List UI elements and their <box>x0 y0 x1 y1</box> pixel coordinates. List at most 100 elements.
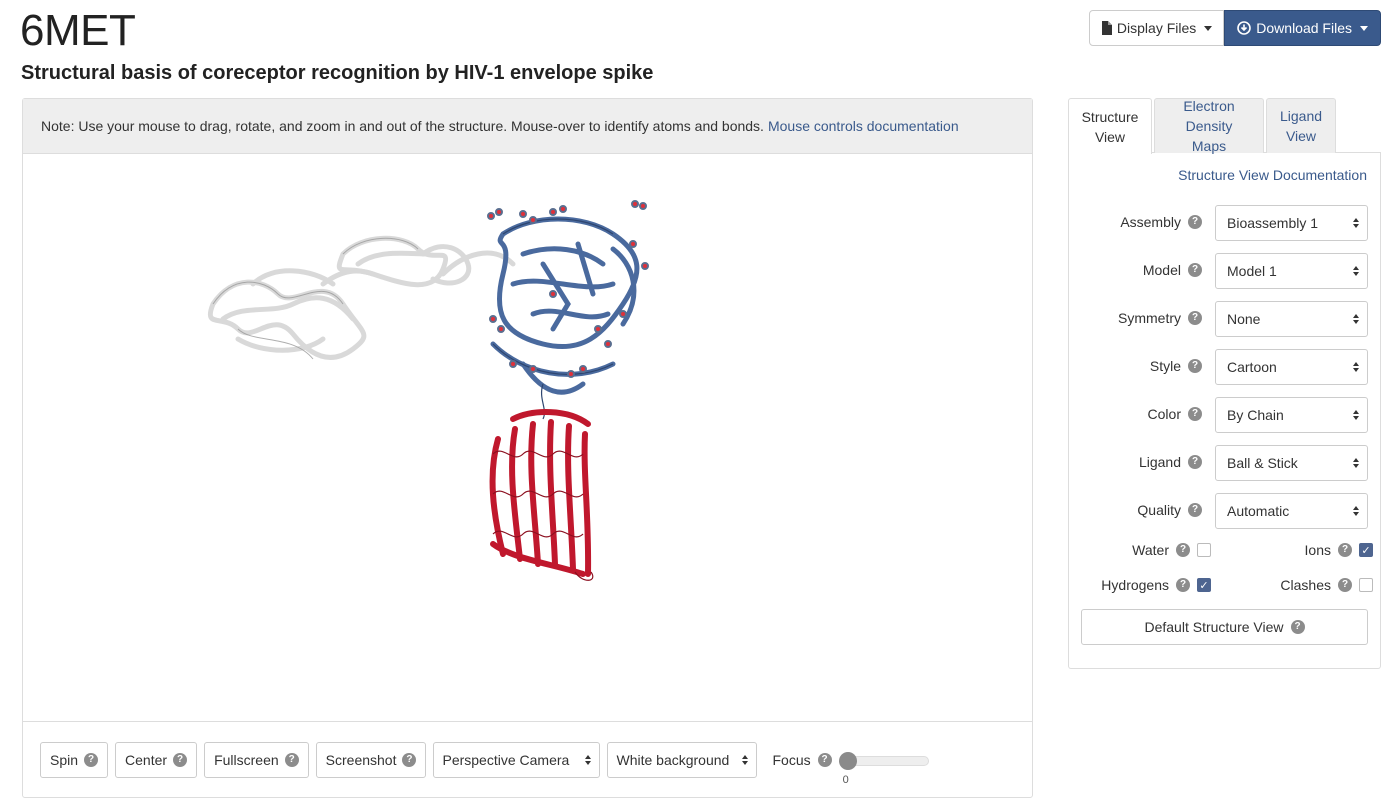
select-arrows-icon <box>1353 458 1359 468</box>
focus-label: Focus <box>772 751 811 768</box>
background-select[interactable]: White background <box>607 741 758 778</box>
model-row: Model? Model 1 <box>1069 253 1380 289</box>
option-label-text: Assembly <box>1120 214 1181 230</box>
center-label: Center <box>125 751 168 768</box>
help-icon[interactable]: ? <box>84 752 99 767</box>
camera-select[interactable]: Perspective Camera <box>433 741 601 778</box>
select-arrows-icon <box>1353 314 1359 324</box>
protein-structure-render <box>207 200 649 581</box>
clashes-checkbox[interactable] <box>1359 578 1373 592</box>
help-icon[interactable]: ? <box>1188 359 1202 373</box>
select-arrows-icon <box>1353 506 1359 516</box>
select-arrows-icon <box>1353 410 1359 420</box>
option-label-text: Color <box>1147 406 1181 422</box>
help-icon[interactable]: ? <box>817 752 832 767</box>
help-icon[interactable]: ? <box>284 752 299 767</box>
ligand-value: Ball & Stick <box>1227 455 1298 471</box>
assembly-label: Assembly? <box>1120 214 1202 230</box>
viewer-controls-bar: Spin ? Center ? Fullscreen ? Screenshot … <box>23 721 1032 797</box>
select-arrows-icon <box>1353 266 1359 276</box>
select-arrows-icon <box>1353 218 1359 228</box>
tab-label-line: Density Maps <box>1185 118 1233 154</box>
display-files-label: Display Files <box>1116 20 1197 36</box>
help-icon[interactable]: ? <box>1338 543 1352 557</box>
assembly-value: Bioassembly 1 <box>1227 215 1319 231</box>
structure-3d-canvas[interactable] <box>23 154 1032 721</box>
mouse-controls-doc-link[interactable]: Mouse controls documentation <box>767 118 959 134</box>
symmetry-value: None <box>1227 311 1261 327</box>
tab-label-line: Ligand <box>1279 108 1323 124</box>
water-label: Water <box>1132 542 1169 558</box>
color-select[interactable]: By Chain <box>1215 397 1368 433</box>
quality-row: Quality? Automatic <box>1069 493 1380 529</box>
view-tabs: Structure View Electron Density Maps Ligan… <box>1068 98 1381 154</box>
help-icon[interactable]: ? <box>173 752 188 767</box>
help-icon[interactable]: ? <box>1290 620 1305 634</box>
help-icon[interactable]: ? <box>1338 578 1352 592</box>
tab-label-line: View <box>1285 128 1317 144</box>
download-circle-icon <box>1237 21 1252 35</box>
ions-checkbox[interactable]: ✓ <box>1359 543 1373 557</box>
tab-electron-density-maps[interactable]: Electron Density Maps <box>1154 98 1264 154</box>
center-button[interactable]: Center ? <box>115 741 198 778</box>
clashes-label: Clashes <box>1280 577 1331 593</box>
structure-view-doc-link[interactable]: Structure View Documentation <box>1178 167 1367 183</box>
quality-value: Automatic <box>1227 503 1290 519</box>
symmetry-select[interactable]: None <box>1215 301 1368 337</box>
screenshot-button[interactable]: Screenshot ? <box>315 741 427 778</box>
tab-structure-view[interactable]: Structure View <box>1068 98 1152 154</box>
camera-value: Perspective Camera <box>442 751 570 768</box>
spin-button[interactable]: Spin ? <box>40 741 109 778</box>
help-icon[interactable]: ? <box>1176 578 1190 592</box>
help-icon[interactable]: ? <box>1188 263 1202 277</box>
hydrogens-clashes-row: Hydrogens ? ✓ Clashes ? <box>1069 577 1380 597</box>
focus-slider[interactable]: 0 <box>838 742 929 786</box>
water-option: Water ? <box>1132 542 1211 558</box>
grey-chain <box>207 235 516 360</box>
model-select[interactable]: Model 1 <box>1215 253 1368 289</box>
option-label-text: Style <box>1149 358 1181 374</box>
hydrogens-checkbox[interactable]: ✓ <box>1197 578 1211 592</box>
quality-label: Quality? <box>1137 502 1202 518</box>
model-value: Model 1 <box>1227 263 1277 279</box>
default-structure-view-button[interactable]: Default Structure View ? <box>1081 609 1368 645</box>
option-label-text: Quality <box>1137 502 1181 518</box>
style-select[interactable]: Cartoon <box>1215 349 1368 385</box>
option-label-text: Symmetry <box>1118 310 1181 326</box>
pdb-id-heading: 6MET <box>20 6 136 55</box>
tab-ligand-view[interactable]: Ligand View <box>1266 98 1336 153</box>
select-arrows-icon <box>585 754 592 765</box>
display-files-button[interactable]: Display Files <box>1088 10 1225 46</box>
fullscreen-label: Fullscreen <box>214 751 279 768</box>
help-icon[interactable]: ? <box>1188 311 1202 325</box>
fullscreen-button[interactable]: Fullscreen ? <box>204 741 309 778</box>
help-icon[interactable]: ? <box>402 752 417 767</box>
water-checkbox[interactable] <box>1197 543 1211 557</box>
spin-label: Spin <box>50 751 79 768</box>
help-icon[interactable]: ? <box>1188 215 1202 229</box>
model-label: Model? <box>1143 262 1202 278</box>
color-row: Color? By Chain <box>1069 397 1380 433</box>
symmetry-label: Symmetry? <box>1118 310 1202 326</box>
ligand-select[interactable]: Ball & Stick <box>1215 445 1368 481</box>
hydrogens-label: Hydrogens <box>1101 577 1169 593</box>
water-ions-row: Water ? Ions ? ✓ <box>1069 542 1380 562</box>
mouse-note-text: Note: Use your mouse to drag, rotate, an… <box>41 118 764 134</box>
focus-control: Focus ? 0 <box>772 742 929 786</box>
help-icon[interactable]: ? <box>1188 503 1202 517</box>
ions-label: Ions <box>1304 542 1331 558</box>
focus-slider-handle[interactable] <box>838 751 857 770</box>
select-arrows-icon <box>1353 362 1359 372</box>
structure-title: Structural basis of coreceptor recogniti… <box>21 62 654 84</box>
help-icon[interactable]: ? <box>1176 543 1190 557</box>
help-icon[interactable]: ? <box>1188 455 1202 469</box>
download-files-button[interactable]: Download Files <box>1224 10 1381 46</box>
screenshot-label: Screenshot <box>325 751 397 768</box>
quality-select[interactable]: Automatic <box>1215 493 1368 529</box>
molecule-viewer-panel: Note: Use your mouse to drag, rotate, an… <box>22 98 1033 798</box>
color-value: By Chain <box>1227 407 1284 423</box>
assembly-select[interactable]: Bioassembly 1 <box>1215 205 1368 241</box>
help-icon[interactable]: ? <box>1188 407 1202 421</box>
view-options-panel: Structure View Electron Density Maps Ligan… <box>1068 98 1381 669</box>
option-label-text: Ligand <box>1138 454 1181 470</box>
